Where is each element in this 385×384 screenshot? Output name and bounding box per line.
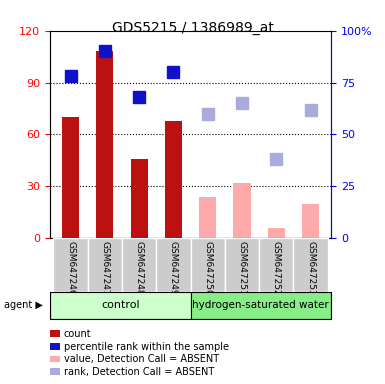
FancyBboxPatch shape	[191, 238, 225, 292]
Bar	[268, 228, 285, 238]
Text: GSM647250: GSM647250	[203, 241, 212, 296]
Text: GSM647253: GSM647253	[306, 241, 315, 296]
FancyBboxPatch shape	[156, 238, 191, 292]
Bar	[62, 117, 79, 238]
Text: percentile rank within the sample: percentile rank within the sample	[64, 342, 229, 352]
Bar	[96, 51, 114, 238]
FancyBboxPatch shape	[54, 238, 88, 292]
Bar	[233, 183, 251, 238]
Bar	[199, 197, 216, 238]
Text: value, Detection Call = ABSENT: value, Detection Call = ABSENT	[64, 354, 219, 364]
Text: control: control	[101, 300, 140, 310]
FancyBboxPatch shape	[225, 238, 259, 292]
Text: GDS5215 / 1386989_at: GDS5215 / 1386989_at	[112, 21, 273, 35]
Text: GSM647247: GSM647247	[100, 241, 109, 295]
Text: GSM647246: GSM647246	[66, 241, 75, 295]
FancyBboxPatch shape	[88, 238, 122, 292]
FancyBboxPatch shape	[259, 238, 293, 292]
Text: GSM647252: GSM647252	[272, 241, 281, 295]
Bar	[131, 159, 148, 238]
FancyBboxPatch shape	[191, 292, 331, 319]
Text: GSM647249: GSM647249	[169, 241, 178, 295]
Bar	[302, 204, 319, 238]
FancyBboxPatch shape	[50, 292, 191, 319]
Text: hydrogen-saturated water: hydrogen-saturated water	[192, 300, 329, 310]
Text: rank, Detection Call = ABSENT: rank, Detection Call = ABSENT	[64, 367, 214, 377]
Text: agent ▶: agent ▶	[4, 300, 43, 310]
Text: GSM647251: GSM647251	[238, 241, 246, 296]
Text: GSM647248: GSM647248	[135, 241, 144, 295]
FancyBboxPatch shape	[293, 238, 328, 292]
FancyBboxPatch shape	[122, 238, 156, 292]
Bar	[165, 121, 182, 238]
Text: count: count	[64, 329, 91, 339]
